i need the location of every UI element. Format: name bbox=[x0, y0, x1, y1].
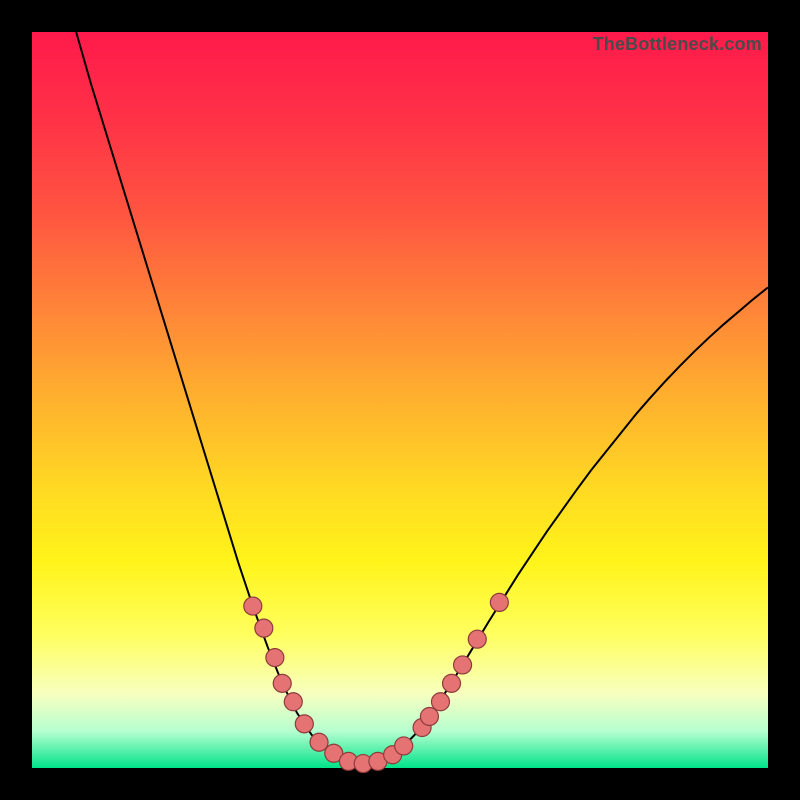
data-marker bbox=[273, 674, 291, 692]
data-marker bbox=[431, 693, 449, 711]
data-marker bbox=[443, 674, 461, 692]
data-marker bbox=[244, 597, 262, 615]
data-marker bbox=[395, 737, 413, 755]
data-marker bbox=[310, 733, 328, 751]
data-marker bbox=[468, 630, 486, 648]
data-marker bbox=[420, 707, 438, 725]
bottleneck-curve bbox=[76, 32, 768, 764]
data-marker bbox=[490, 593, 508, 611]
data-marker bbox=[454, 656, 472, 674]
data-marker bbox=[255, 619, 273, 637]
data-marker bbox=[284, 693, 302, 711]
data-marker bbox=[266, 649, 284, 667]
plot-area: TheBottleneck.com bbox=[32, 32, 768, 768]
curve-svg bbox=[32, 32, 768, 768]
data-marker bbox=[295, 715, 313, 733]
chart-frame: TheBottleneck.com bbox=[0, 0, 800, 800]
marker-group bbox=[244, 593, 509, 772]
